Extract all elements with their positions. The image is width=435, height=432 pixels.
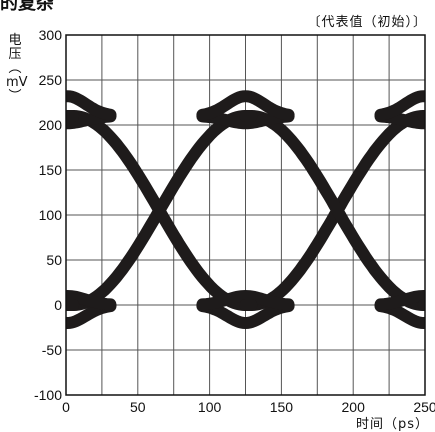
- y-tick-label: 300: [39, 27, 63, 43]
- high-rail-band: [66, 110, 117, 130]
- chart-note: 〔代表值（初始）〕: [307, 15, 427, 30]
- x-tick-label: 150: [270, 399, 294, 415]
- falling-edge-trace: [67, 110, 252, 311]
- y-tick-label: 150: [39, 162, 63, 178]
- x-tick-label: 100: [198, 399, 222, 415]
- low-rail-band: [196, 289, 295, 311]
- y-tick-label: -100: [34, 387, 62, 403]
- low-rail-band: [66, 300, 117, 330]
- y-tick-label: 50: [46, 252, 62, 268]
- high-rail-band: [374, 110, 425, 130]
- y-axis-label-char: 压: [8, 47, 22, 62]
- falling-edge-trace: [245, 110, 425, 311]
- x-tick-label: 200: [342, 399, 366, 415]
- x-tick-label: 50: [130, 399, 146, 415]
- plot-frame: [65, 34, 426, 396]
- high-rail-band: [196, 110, 295, 130]
- x-tick-label: 250: [413, 399, 435, 415]
- low-rail-band: [374, 289, 425, 311]
- y-tick-label: 250: [39, 72, 63, 88]
- y-axis-label-char: 电: [8, 33, 22, 48]
- high-rail-band: [66, 90, 117, 121]
- y-axis-label: 电 压 ︵ mV ︶: [6, 33, 28, 104]
- low-rail-band: [196, 300, 295, 330]
- x-axis-label: 时间（ps）: [355, 417, 429, 432]
- low-rail-band: [374, 300, 425, 330]
- y-axis-label-char: mV: [6, 75, 28, 90]
- high-rail-band: [374, 90, 425, 121]
- y-tick-label: -50: [42, 342, 62, 358]
- y-axis-label-char: ︶: [8, 89, 22, 104]
- x-tick-label: 0: [62, 399, 70, 415]
- eye-traces: [66, 90, 425, 330]
- low-rail-band: [66, 289, 117, 311]
- high-rail-band: [196, 90, 295, 121]
- page-title: 的复杂: [0, 0, 54, 14]
- y-tick-label: 100: [39, 207, 63, 223]
- y-tick-label: 200: [39, 117, 63, 133]
- y-tick-label: 0: [54, 297, 62, 313]
- y-axis-label-char: ︵: [8, 61, 22, 76]
